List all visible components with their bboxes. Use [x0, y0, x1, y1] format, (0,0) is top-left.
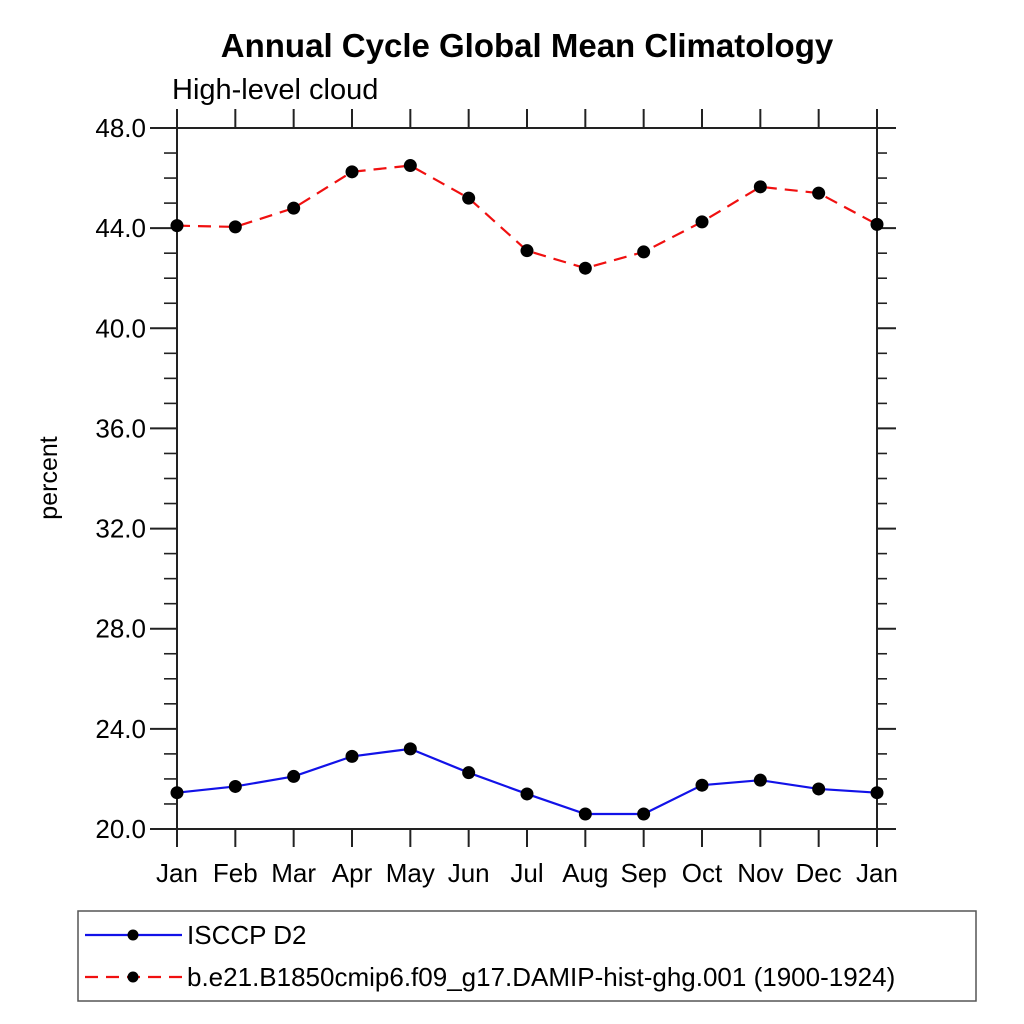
x-tick-label: Jan: [156, 858, 198, 888]
x-tick-label: Jan: [856, 858, 898, 888]
legend-marker: [127, 929, 139, 941]
data-point-marker: [753, 180, 767, 194]
legend-marker: [127, 971, 139, 983]
data-point-marker: [812, 186, 826, 200]
data-point-marker: [695, 778, 709, 792]
data-point-marker: [403, 742, 417, 756]
x-tick-label: Nov: [737, 858, 783, 888]
x-tick-label: Oct: [682, 858, 723, 888]
data-point-marker: [170, 219, 184, 233]
legend: ISCCP D2 b.e21.B1850cmip6.f09_g17.DAMIP-h…: [77, 910, 977, 1002]
data-point-marker: [578, 807, 592, 821]
x-tick-label: Feb: [213, 858, 258, 888]
legend-box: [77, 910, 977, 1002]
chart-subtitle: High-level cloud: [172, 74, 378, 106]
series-line-0: [176, 747, 878, 816]
y-tick-label: 48.0: [95, 113, 146, 143]
y-tick-label: 40.0: [95, 313, 146, 343]
data-point-marker: [812, 782, 826, 796]
legend-label: b.e21.B1850cmip6.f09_g17.DAMIP-hist-ghg.…: [187, 962, 895, 992]
data-point-marker: [462, 191, 476, 205]
chart-title: Annual Cycle Global Mean Climatology: [221, 27, 834, 64]
data-point-marker: [345, 165, 359, 179]
data-point-marker: [403, 159, 417, 173]
data-point-marker: [287, 769, 301, 783]
data-point-marker: [170, 786, 184, 800]
data-point-marker: [520, 244, 534, 258]
data-point-marker: [462, 766, 476, 780]
y-tick-label: 24.0: [95, 714, 146, 744]
data-point-marker: [637, 245, 651, 259]
data-point-marker: [287, 201, 301, 215]
data-point-marker: [228, 779, 242, 793]
x-tick-label: Apr: [332, 858, 373, 888]
y-tick-label: 44.0: [95, 213, 146, 243]
data-point-marker: [520, 787, 534, 801]
y-tick-label: 28.0: [95, 614, 146, 644]
data-point-marker: [870, 786, 884, 800]
y-axis-label: percent: [35, 436, 63, 519]
data-point-marker: [870, 217, 884, 231]
data-point-marker: [753, 773, 767, 787]
x-tick-label: Sep: [621, 858, 667, 888]
legend-label: ISCCP D2: [187, 920, 306, 950]
x-tick-label: Aug: [562, 858, 608, 888]
y-tick-label: 36.0: [95, 413, 146, 443]
plot-frame: [176, 127, 878, 830]
data-point-marker: [695, 215, 709, 229]
data-point-marker: [578, 261, 592, 275]
x-tick-label: Mar: [271, 858, 316, 888]
data-point-marker: [228, 220, 242, 234]
y-tick-label: 32.0: [95, 514, 146, 544]
data-point-marker: [345, 749, 359, 763]
x-tick-label: May: [386, 858, 435, 888]
x-tick-label: Jul: [510, 858, 543, 888]
data-point-marker: [637, 807, 651, 821]
plot-area: 20.0 24.0 28.0 32.0 36.0 40.0 44.0 48.0 Jan Feb Ma…: [95, 109, 898, 888]
x-tick-label: Dec: [796, 858, 842, 888]
x-tick-label: Jun: [448, 858, 490, 888]
y-tick-label: 20.0: [95, 814, 146, 844]
